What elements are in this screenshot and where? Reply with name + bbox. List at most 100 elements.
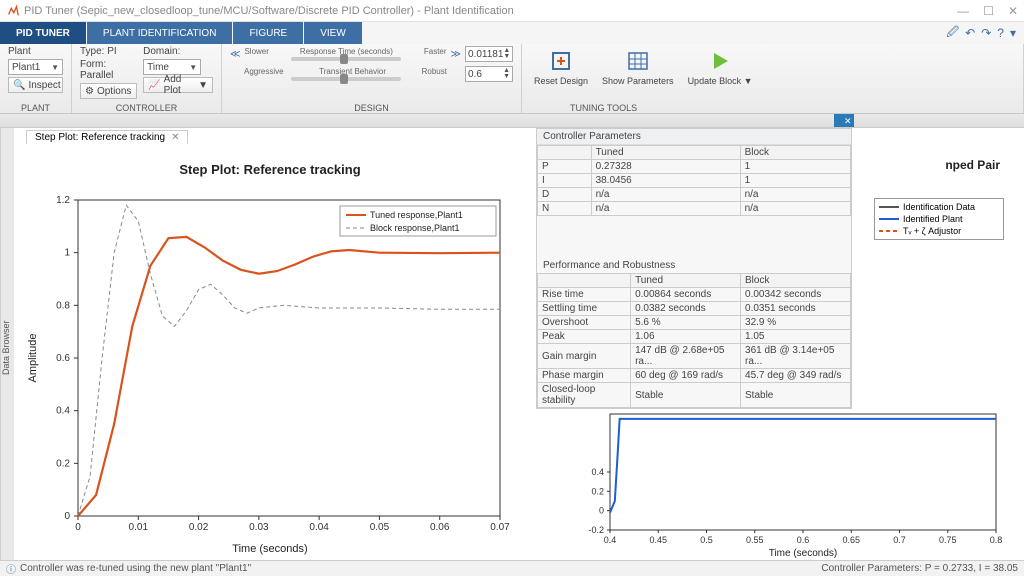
type-value: PI (107, 46, 116, 57)
forward-icon[interactable]: ≫ (451, 49, 461, 60)
step-plot: Step Plot: Reference tracking00.010.020.… (20, 150, 520, 558)
reset-design-button[interactable]: Reset Design (530, 46, 592, 88)
status-right: Controller Parameters: P = 0.2733, I = 3… (821, 563, 1018, 574)
tab-plant-identification[interactable]: PLANT IDENTIFICATION (87, 22, 233, 44)
ribbon: Plant Plant1▼ 🔍Inspect PLANT Type: PI Fo… (0, 44, 1024, 114)
svg-text:1.2: 1.2 (56, 195, 70, 206)
window-controls: — ☐ ✕ (957, 4, 1018, 18)
section-controller: CONTROLLER (80, 102, 213, 113)
slider-right-label: Robust (422, 67, 447, 76)
svg-text:0.45: 0.45 (649, 535, 667, 545)
svg-text:Amplitude: Amplitude (27, 334, 39, 383)
transient-behavior-value[interactable]: 0.6▲▼ (465, 66, 513, 82)
form-label: Form: (80, 59, 106, 70)
options-button[interactable]: ⚙Options (80, 83, 137, 99)
svg-text:0.06: 0.06 (430, 522, 450, 533)
doc-tab[interactable]: Step Plot: Reference tracking ✕ (26, 130, 188, 144)
workspace: Data Browser Step Plot: Reference tracki… (0, 128, 1024, 568)
tab-view[interactable]: VIEW (304, 22, 362, 44)
domain-combo[interactable]: Time▼ (143, 59, 201, 75)
slider-left-label: Slower (244, 47, 268, 56)
slider-title: Transient Behavior (319, 67, 386, 76)
svg-text:0: 0 (64, 511, 70, 522)
svg-text:0.75: 0.75 (939, 535, 957, 545)
qat-icon[interactable]: ↶ (965, 26, 975, 40)
help-icon[interactable]: ? (997, 26, 1004, 40)
doc-tab-label: Step Plot: Reference tracking (35, 132, 165, 143)
info-icon: ⓘ (6, 561, 16, 576)
inspect-button[interactable]: 🔍Inspect (8, 77, 63, 93)
domain-label: Domain: (143, 46, 213, 57)
maximize-button[interactable]: ☐ (983, 4, 994, 18)
svg-text:0.65: 0.65 (842, 535, 860, 545)
titlebar: PID Tuner (Sepic_new_closedloop_tune/MCU… (0, 0, 1024, 22)
status-text: Controller was re-tuned using the new pl… (20, 563, 251, 574)
svg-text:0.55: 0.55 (746, 535, 764, 545)
slider-right-label: Faster (424, 47, 447, 56)
svg-text:0.01: 0.01 (129, 522, 149, 533)
svg-text:1: 1 (64, 248, 70, 259)
svg-text:Step Plot: Reference tracking: Step Plot: Reference tracking (179, 162, 360, 177)
svg-text:0.07: 0.07 (490, 522, 510, 533)
close-button[interactable]: ✕ (1008, 4, 1018, 18)
qat-dropdown-icon[interactable]: ▾ (1010, 26, 1016, 40)
close-icon[interactable]: ✕ (171, 132, 179, 143)
svg-text:0.8: 0.8 (56, 300, 70, 311)
svg-text:Time (seconds): Time (seconds) (232, 543, 307, 555)
svg-text:0.2: 0.2 (56, 458, 70, 469)
svg-text:0.2: 0.2 (591, 486, 604, 496)
plot-icon: 📈 (148, 80, 160, 91)
right-area: Controller Parameters TunedBlockP0.27328… (530, 128, 1020, 568)
svg-text:0.05: 0.05 (370, 522, 390, 533)
svg-text:0: 0 (75, 522, 81, 533)
svg-text:0.03: 0.03 (249, 522, 269, 533)
table-icon (625, 48, 651, 74)
show-parameters-button[interactable]: Show Parameters (598, 46, 678, 88)
plant-combo[interactable]: Plant1▼ (8, 59, 63, 75)
svg-text:0.4: 0.4 (591, 467, 604, 477)
form-value: Parallel (80, 70, 113, 81)
data-browser-tab[interactable]: Data Browser (0, 128, 14, 568)
tab-pid-tuner[interactable]: PID TUNER (0, 22, 86, 44)
svg-text:0.4: 0.4 (56, 406, 70, 417)
response-time-slider[interactable] (291, 57, 401, 61)
svg-text:Time (seconds): Time (seconds) (769, 548, 838, 558)
svg-text:0.04: 0.04 (309, 522, 329, 533)
right-plot-legend: Identification DataIdentified PlantTᵥ + … (874, 198, 1004, 240)
section-bar: ✕ (0, 114, 1024, 128)
svg-text:-0.2: -0.2 (588, 525, 604, 535)
performance-table: TunedBlockRise time0.00864 seconds0.0034… (537, 273, 851, 408)
qat-icon[interactable]: ↷ (981, 26, 991, 40)
panel-title: Controller Parameters (537, 129, 851, 145)
svg-text:0.4: 0.4 (604, 535, 617, 545)
controller-params-table: TunedBlockP0.273281I38.04561Dn/an/aNn/an… (537, 145, 851, 216)
plant-label: Plant (8, 46, 63, 57)
tab-figure[interactable]: FIGURE (233, 22, 303, 44)
controller-parameters-panel: Controller Parameters TunedBlockP0.27328… (536, 128, 852, 409)
ribbon-tabs: PID TUNER PLANT IDENTIFICATION FIGURE VI… (0, 22, 1024, 44)
type-label: Type: (80, 46, 104, 57)
reset-icon (548, 48, 574, 74)
svg-text:Block response,Plant1: Block response,Plant1 (370, 223, 460, 233)
svg-text:0.7: 0.7 (893, 535, 906, 545)
section-tuning: TUNING TOOLS (530, 102, 1015, 113)
update-block-button[interactable]: Update Block ▼ (684, 46, 757, 88)
doc-tab-strip: Step Plot: Reference tracking ✕ (16, 128, 188, 146)
section-plant: PLANT (8, 102, 63, 113)
response-time-value[interactable]: 0.01181▲▼ (465, 46, 513, 62)
minimize-button[interactable]: — (957, 4, 969, 18)
add-plot-button[interactable]: 📈Add Plot ▼ (143, 77, 213, 93)
panel-close-icon[interactable]: ✕ (834, 114, 854, 127)
window-title: PID Tuner (Sepic_new_closedloop_tune/MCU… (24, 5, 514, 17)
rewind-icon[interactable]: ≪ (230, 49, 240, 60)
svg-text:0.8: 0.8 (990, 535, 1003, 545)
section-design: DESIGN (230, 102, 513, 113)
perf-title: Performance and Robustness (537, 256, 851, 273)
qat-icon[interactable]: 🖉 (946, 23, 959, 44)
svg-text:0.5: 0.5 (700, 535, 713, 545)
magnifier-icon: 🔍 (13, 80, 25, 91)
transient-behavior-slider[interactable] (291, 77, 401, 81)
statusbar: ⓘ Controller was re-tuned using the new … (0, 560, 1024, 576)
right-plot: 0.40.450.50.550.60.650.70.750.8-0.200.20… (576, 408, 1006, 558)
play-icon (707, 48, 733, 74)
